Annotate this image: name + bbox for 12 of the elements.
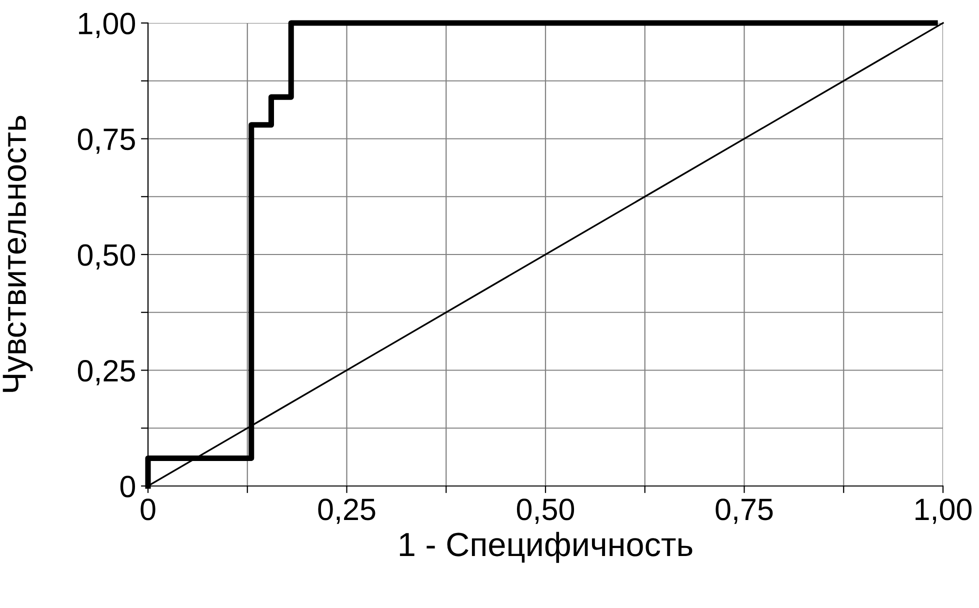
x-tick-label: 0,50 (516, 498, 574, 524)
y-tick-label: 1,00 (79, 12, 136, 38)
y-tick-label: 0,25 (78, 360, 135, 386)
y-tick-label: 0,75 (78, 128, 135, 154)
y-axis-title: Чувствительность (2, 116, 33, 392)
x-tick-label: 0,25 (318, 498, 376, 524)
x-tick-label: 0,75 (716, 498, 773, 524)
y-tick-label: 0 (120, 476, 135, 498)
y-tick-label: 0,50 (78, 244, 136, 270)
x-tick-label: 1,00 (916, 498, 972, 524)
x-axis-title: 1 - Специфичность (400, 532, 692, 563)
x-tick-label: 0 (140, 498, 156, 520)
